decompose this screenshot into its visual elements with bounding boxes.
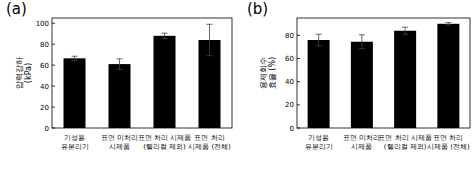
y-tick-label: 60 xyxy=(40,62,49,70)
x-tick-label-line: 표면 처리 시제품 xyxy=(138,134,191,142)
error-bar xyxy=(117,59,123,69)
x-tick-label-line: 표면 처리 시제품 xyxy=(378,134,431,142)
bar xyxy=(394,31,416,128)
x-tick-label-line: 유분리기 xyxy=(305,143,333,151)
x-tick-label-line: 기성용 xyxy=(64,134,85,142)
y-tick xyxy=(52,86,55,87)
error-cap xyxy=(359,48,365,49)
x-tick-label-line: 시제품 xyxy=(351,143,372,151)
error-cap xyxy=(402,27,408,28)
error-line xyxy=(405,27,406,34)
bar xyxy=(308,40,330,128)
panel-label: (a) xyxy=(6,0,27,18)
error-bar xyxy=(72,56,78,60)
y-tick xyxy=(52,128,55,129)
error-cap xyxy=(162,38,168,39)
y-axis-label: 용제회수효율 (%) xyxy=(259,57,277,89)
frame xyxy=(52,18,232,128)
error-cap xyxy=(117,58,123,59)
error-line xyxy=(164,33,165,38)
y-tick-label: 0 xyxy=(45,125,49,133)
x-tick-label-line: 표면 미처리 xyxy=(343,134,380,142)
y-tick-label: 80 xyxy=(285,32,294,40)
y-tick xyxy=(297,81,300,82)
error-line xyxy=(74,56,75,60)
bar xyxy=(64,58,86,128)
x-tick-label: 표면 처리 시제품(헬리컬 제외) xyxy=(138,134,191,151)
y-axis-label: 압력강하(kPa) xyxy=(15,57,33,89)
x-tick-label: 표면 처리시제품 (전체) xyxy=(427,134,470,151)
error-cap xyxy=(207,24,213,25)
plot-area xyxy=(64,24,221,128)
x-tick-label-line: 유분리기 xyxy=(61,143,89,151)
y-tick-label: 20 xyxy=(285,101,294,109)
y-tick xyxy=(297,128,300,129)
y-tick xyxy=(297,104,300,105)
error-cap xyxy=(207,55,213,56)
error-cap xyxy=(445,22,451,23)
bar xyxy=(351,42,373,128)
y-tick-label: 100 xyxy=(36,20,49,28)
error-line xyxy=(209,24,210,55)
error-bar xyxy=(445,23,451,25)
figure: (a)압력강하(kPa)기성용유분리기표면 미처리시제품표면 처리 시제품(헬리… xyxy=(0,0,475,193)
bar xyxy=(154,36,176,128)
x-tick-label-line: 시제품 (전체) xyxy=(188,143,231,151)
error-cap xyxy=(445,24,451,25)
y-tick xyxy=(297,35,300,36)
error-cap xyxy=(72,56,78,57)
y-axis-label-line: 효율 (%) xyxy=(268,57,277,89)
x-tick-label: 표면 미처리시제품 xyxy=(343,134,380,151)
error-cap xyxy=(316,34,322,35)
x-tick-label-line: 표면 처리 xyxy=(194,134,224,142)
x-tick-label-line: (헬리컬 제외) xyxy=(143,143,186,151)
x-tick-label-line: (헬리컬 제외) xyxy=(384,143,427,151)
error-line xyxy=(119,59,120,69)
x-tick-label-line: 시제품 (전체) xyxy=(427,143,470,151)
x-tick-label: 표면 처리 시제품(헬리컬 제외) xyxy=(378,134,431,151)
x-tick-label-line: 기성용 xyxy=(308,134,329,142)
y-axis-label-line: 용제회수 xyxy=(259,57,268,89)
y-tick xyxy=(52,44,55,45)
y-tick-label: 20 xyxy=(40,104,49,112)
x-tick-label-line: 표면 미처리 xyxy=(101,134,138,142)
x-tick-label: 기성용유분리기 xyxy=(61,134,89,151)
error-bar xyxy=(402,27,408,34)
error-bar xyxy=(359,35,365,49)
y-axis-label-line: 압력강하 xyxy=(15,57,24,89)
error-line xyxy=(318,34,319,46)
x-tick-label: 표면 미처리시제품 xyxy=(101,134,138,151)
y-tick xyxy=(52,23,55,24)
x-tick-label-line: 시제품 xyxy=(109,143,130,151)
error-cap xyxy=(117,69,123,70)
panel-label: (b) xyxy=(247,0,268,18)
y-tick-label: 80 xyxy=(40,41,49,49)
frame xyxy=(297,18,470,128)
error-bar xyxy=(207,24,213,55)
error-bar xyxy=(316,34,322,46)
x-tick-label: 기성용유분리기 xyxy=(305,134,333,151)
x-tick-label: 표면 처리시제품 (전체) xyxy=(188,134,231,151)
y-tick xyxy=(297,58,300,59)
y-tick xyxy=(52,65,55,66)
error-line xyxy=(361,35,362,49)
plot-area xyxy=(308,23,460,128)
error-bar xyxy=(162,33,168,38)
error-cap xyxy=(359,34,365,35)
x-tick-label-line: 표면 처리 xyxy=(433,134,463,142)
error-cap xyxy=(72,60,78,61)
y-axis-label-line: (kPa) xyxy=(24,63,33,83)
y-tick xyxy=(52,107,55,108)
error-cap xyxy=(316,45,322,46)
y-tick-label: 40 xyxy=(285,78,294,86)
error-cap xyxy=(162,33,168,34)
y-tick-label: 0 xyxy=(290,125,294,133)
bar xyxy=(109,64,131,128)
bar xyxy=(437,24,459,128)
y-tick-label: 60 xyxy=(285,55,294,63)
error-cap xyxy=(402,34,408,35)
y-tick-label: 40 xyxy=(40,83,49,91)
